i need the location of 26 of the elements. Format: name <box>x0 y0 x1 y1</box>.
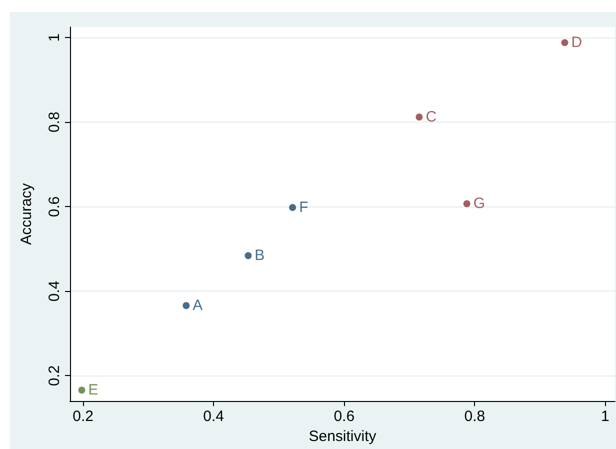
y-tick-label: 0.6 <box>46 196 63 218</box>
data-label: F <box>299 199 308 216</box>
point <box>561 39 568 46</box>
y-axis-title: Accuracy <box>18 182 35 245</box>
y-tick-label: 0.4 <box>46 280 63 302</box>
data-label: D <box>571 34 582 52</box>
x-axis-title: Sensitivity <box>308 428 377 445</box>
data-label: C <box>426 108 437 126</box>
point <box>416 114 423 121</box>
point <box>463 200 470 208</box>
x-tick-label: 0.2 <box>72 408 94 426</box>
x-tick-label: 1 <box>601 408 610 426</box>
y-tick-label: 0.8 <box>46 112 63 133</box>
data-label: B <box>254 247 265 264</box>
y-tick-label: 0.2 <box>46 365 63 386</box>
x-tick-label: 0.6 <box>334 408 355 426</box>
data-label: G <box>473 195 486 212</box>
x-tick-label: 0.8 <box>464 408 486 426</box>
y-tick-label: 1 <box>46 33 63 42</box>
x-tick-label: 0.4 <box>203 408 224 426</box>
point <box>244 252 252 260</box>
point <box>78 386 86 394</box>
data-label: E <box>88 382 98 399</box>
point <box>289 204 296 211</box>
data-label: A <box>192 297 203 314</box>
point <box>182 302 190 310</box>
